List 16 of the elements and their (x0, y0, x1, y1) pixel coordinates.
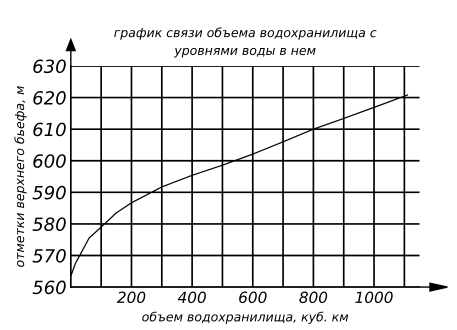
x-axis-title: объем водохранилища, куб. км (142, 312, 348, 324)
x-tick-label: 600 (239, 292, 267, 304)
y-tick-label: 600 (33, 154, 66, 168)
y-axis-title: отметки верхнего бьефа, м (14, 86, 27, 267)
x-tick-label: 200 (116, 292, 146, 304)
y-tick-label: 630 (33, 59, 66, 74)
y-tick-label: 560 (32, 280, 66, 294)
x-tick-label: 400 (178, 292, 206, 304)
y-tick-label: 580 (32, 217, 66, 232)
chart-title: график связи объема водохранилища с уровнями воды в нем (114, 27, 376, 58)
y-tick-label: 620 (33, 91, 66, 105)
y-tick-label: 610 (33, 122, 66, 136)
x-tick-label: 1000 (355, 292, 393, 304)
y-tick-label: 590 (32, 186, 66, 200)
x-tick-label: 800 (299, 292, 328, 304)
y-tick-label: 570 (32, 248, 66, 263)
